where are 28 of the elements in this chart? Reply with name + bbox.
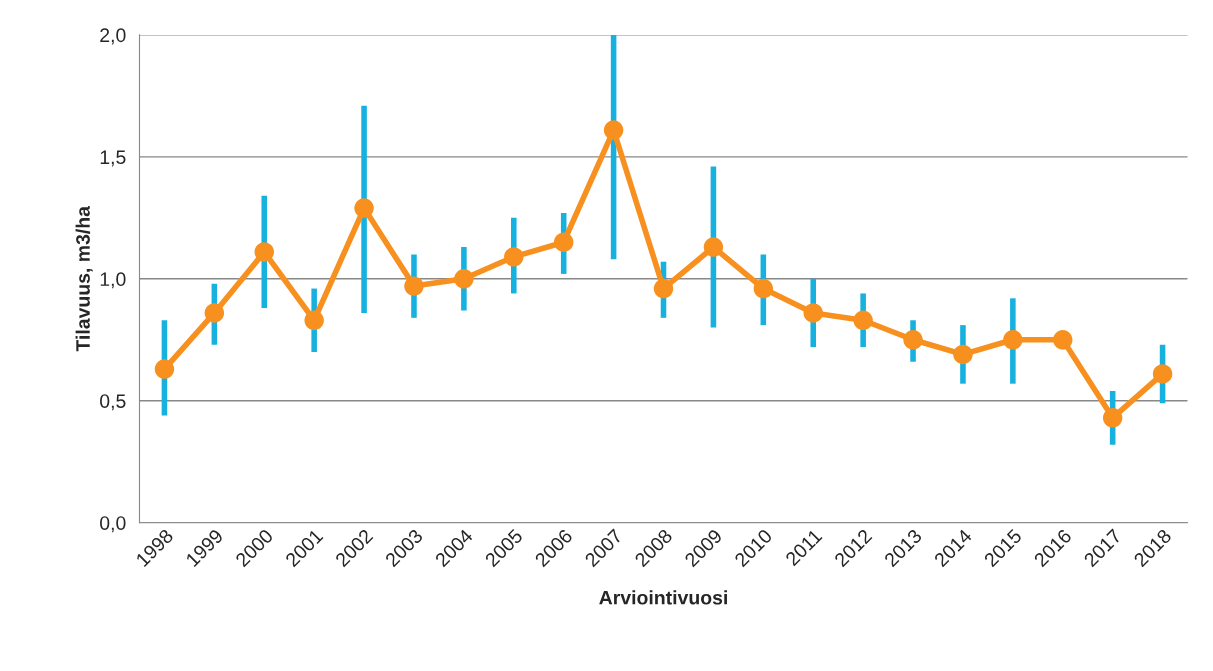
point [653, 278, 674, 299]
point [953, 344, 973, 365]
y-axis-title: Tilavuus, m3/ha [75, 205, 93, 352]
x-axis-title: Arviointivuosi [599, 590, 727, 605]
y-tick-label: 2,0 [100, 28, 126, 45]
point [1003, 330, 1023, 350]
point [354, 198, 374, 218]
y-tick-label: 1,5 [100, 150, 126, 167]
point [254, 242, 274, 262]
y-tick-label: 0,0 [100, 516, 126, 533]
point [304, 310, 324, 330]
point [803, 303, 823, 323]
y-tick-label: 1,0 [100, 272, 126, 289]
point [703, 237, 724, 257]
point [1102, 408, 1123, 428]
point [753, 278, 774, 299]
point [204, 303, 225, 323]
point [553, 232, 574, 252]
point [1152, 364, 1173, 384]
point [154, 359, 175, 379]
point [603, 120, 624, 140]
point [404, 276, 424, 296]
point [1053, 330, 1073, 350]
point [454, 269, 474, 289]
y-tick-label: 0,5 [100, 394, 126, 411]
point [903, 330, 923, 350]
point [504, 247, 524, 267]
point [853, 310, 873, 330]
